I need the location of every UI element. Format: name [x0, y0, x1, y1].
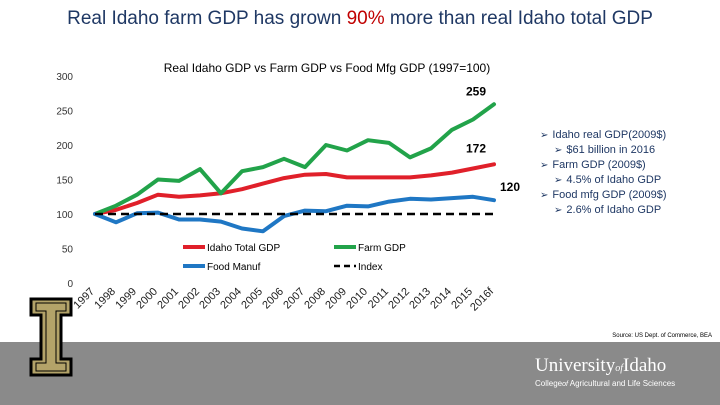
page-title: Real Idaho farm GDP has grown 90% more t… [0, 8, 720, 30]
key-fact-detail: ➢ 2.6% of Idaho GDP [540, 203, 720, 218]
title-highlight: 90% [346, 8, 385, 29]
chart-title: Real Idaho GDP vs Farm GDP vs Food Mfg G… [164, 61, 490, 75]
y-tick-label: 300 [56, 72, 73, 83]
x-tick-label: 2012 [386, 286, 412, 312]
college-name-of: of [562, 381, 568, 388]
legend-label: Idaho Total GDP [207, 243, 281, 254]
arrow-bullet-icon: ➢ [540, 160, 549, 171]
key-fact-text: $61 billion in 2016 [566, 144, 656, 156]
idaho-i-logo [29, 297, 73, 377]
x-tick-label: 2011 [366, 286, 391, 311]
college-name: Collegeof Agricultural and Life Sciences [535, 379, 675, 388]
x-tick-label: 2009 [323, 286, 349, 312]
x-tick-label: 2003 [197, 286, 223, 312]
key-facts-list: ➢ Idaho real GDP(2009$) ➢ $61 billion in 20… [540, 128, 720, 218]
y-tick-label: 150 [56, 176, 73, 187]
series-line-idaho-total-gdp [93, 162, 496, 216]
x-tick-label: 1998 [92, 286, 118, 312]
source-note: Source: US Dept. of Commerce, BEA [612, 333, 712, 339]
key-fact-text: Food mfg GDP (2009$) [552, 189, 667, 201]
university-wordmark: UniversityofIdaho [535, 355, 666, 377]
gdp-line-chart: Real Idaho GDP vs Farm GDP vs Food Mfg G… [56, 61, 520, 314]
x-tick-label: 1997 [71, 286, 97, 312]
x-tick-label: 1999 [113, 286, 139, 312]
x-tick-label: 2005 [239, 286, 265, 312]
x-tick-label: 2013 [407, 286, 433, 312]
title-prefix: Real Idaho farm GDP has grown [67, 8, 347, 29]
x-tick-label: 2006 [260, 286, 286, 312]
series-line-farm-gdp [93, 102, 496, 216]
university-name-1: University [535, 355, 616, 376]
college-name-2: Agricultural and Life Sciences [567, 379, 676, 388]
y-tick-label: 200 [56, 141, 73, 152]
key-fact-text: Farm GDP (2009$) [552, 159, 646, 171]
y-tick-label: 0 [67, 279, 73, 290]
arrow-bullet-icon: ➢ [540, 130, 549, 141]
university-name-2: Idaho [623, 355, 667, 376]
legend-label: Index [358, 262, 382, 273]
footer-bar [0, 342, 720, 405]
x-tick-label: 2007 [281, 286, 307, 312]
legend-label: Farm GDP [358, 243, 406, 254]
x-tick-label: 2010 [344, 286, 370, 312]
arrow-bullet-icon: ➢ [554, 145, 563, 156]
x-tick-label: 2008 [302, 286, 328, 312]
key-fact-heading: ➢ Farm GDP (2009$) [540, 158, 720, 173]
key-fact-heading: ➢ Food mfg GDP (2009$) [540, 188, 720, 203]
college-name-1: College [535, 379, 563, 388]
end-label: 259 [466, 84, 486, 98]
title-suffix: more than real Idaho total GDP [384, 8, 653, 29]
y-tick-label: 250 [56, 107, 73, 118]
x-tick-label: 2000 [134, 286, 160, 312]
y-tick-label: 100 [56, 210, 73, 221]
x-tick-label: 2002 [176, 286, 202, 312]
x-tick-label: 2016f [468, 285, 497, 314]
key-fact-text: Idaho real GDP(2009$) [552, 129, 667, 141]
end-label: 120 [500, 180, 520, 194]
key-fact-text: 4.5% of Idaho GDP [566, 174, 662, 186]
university-name-of: of [615, 363, 623, 374]
y-tick-label: 50 [62, 245, 74, 256]
key-fact-detail: ➢ 4.5% of Idaho GDP [540, 173, 720, 188]
x-tick-label: 2014 [428, 286, 454, 312]
key-fact-text: 2.6% of Idaho GDP [566, 204, 662, 216]
end-label: 172 [466, 141, 486, 155]
x-tick-label: 2004 [218, 286, 244, 312]
arrow-bullet-icon: ➢ [540, 190, 549, 201]
key-fact-detail: ➢ $61 billion in 2016 [540, 143, 720, 158]
arrow-bullet-icon: ➢ [554, 205, 563, 216]
arrow-bullet-icon: ➢ [554, 175, 563, 186]
x-tick-label: 2001 [155, 286, 181, 312]
key-fact-heading: ➢ Idaho real GDP(2009$) [540, 128, 720, 143]
legend-label: Food Manuf [207, 262, 261, 273]
